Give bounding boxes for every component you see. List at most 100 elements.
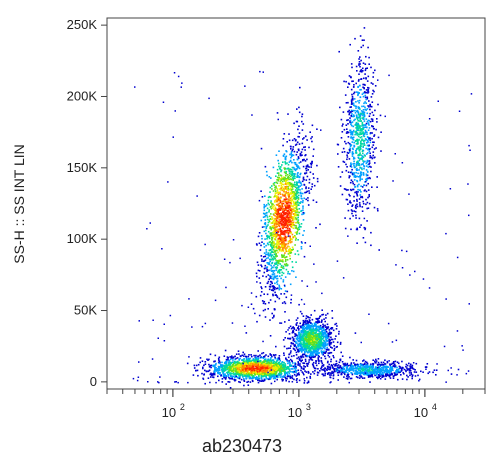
point bbox=[274, 186, 276, 189]
point bbox=[258, 277, 261, 279]
point bbox=[360, 185, 362, 187]
point bbox=[285, 174, 287, 177]
point bbox=[361, 168, 363, 171]
point bbox=[270, 268, 273, 270]
point bbox=[281, 260, 284, 262]
point bbox=[224, 369, 227, 371]
point bbox=[307, 204, 310, 206]
point bbox=[279, 188, 281, 190]
point bbox=[370, 118, 373, 120]
point bbox=[354, 210, 357, 213]
point bbox=[302, 368, 305, 370]
point bbox=[271, 216, 273, 218]
scatter-points bbox=[132, 27, 473, 389]
point bbox=[247, 384, 250, 386]
point bbox=[284, 208, 287, 210]
point bbox=[267, 355, 270, 358]
point bbox=[322, 326, 324, 328]
point bbox=[257, 369, 260, 372]
point bbox=[272, 213, 275, 215]
point bbox=[362, 83, 364, 86]
point bbox=[240, 372, 243, 375]
point bbox=[281, 180, 284, 183]
point bbox=[297, 201, 299, 203]
point bbox=[356, 126, 358, 129]
point bbox=[284, 179, 287, 181]
point bbox=[351, 101, 353, 103]
point bbox=[245, 370, 247, 372]
point bbox=[276, 369, 279, 372]
point bbox=[263, 205, 266, 208]
point bbox=[359, 56, 361, 58]
point bbox=[355, 107, 357, 109]
point bbox=[258, 367, 260, 370]
point bbox=[299, 322, 301, 325]
point bbox=[288, 133, 290, 135]
point bbox=[357, 191, 359, 193]
point bbox=[247, 362, 249, 364]
point bbox=[265, 251, 268, 253]
point bbox=[365, 203, 367, 206]
point bbox=[349, 149, 351, 152]
point bbox=[263, 372, 265, 374]
point bbox=[261, 361, 264, 363]
point bbox=[283, 367, 285, 370]
point bbox=[277, 262, 280, 264]
point bbox=[293, 122, 295, 125]
point bbox=[311, 185, 313, 188]
point bbox=[353, 164, 355, 167]
point bbox=[262, 367, 264, 370]
point bbox=[284, 195, 286, 197]
point bbox=[362, 110, 364, 113]
point bbox=[323, 340, 326, 343]
point bbox=[275, 219, 278, 222]
point bbox=[242, 359, 244, 362]
point bbox=[367, 189, 370, 191]
point bbox=[228, 363, 230, 365]
point bbox=[284, 224, 286, 226]
point bbox=[290, 203, 293, 205]
point bbox=[269, 269, 271, 272]
point bbox=[289, 237, 291, 239]
point bbox=[276, 179, 278, 181]
point bbox=[348, 201, 351, 204]
point bbox=[236, 368, 238, 370]
point bbox=[279, 368, 282, 370]
point bbox=[295, 139, 297, 141]
point bbox=[317, 319, 319, 321]
point bbox=[285, 205, 288, 207]
point bbox=[266, 218, 269, 221]
point bbox=[293, 166, 295, 169]
point bbox=[262, 363, 265, 365]
point bbox=[288, 174, 291, 176]
point bbox=[241, 368, 243, 370]
point bbox=[242, 371, 245, 374]
point bbox=[295, 143, 298, 146]
point bbox=[361, 138, 363, 140]
point bbox=[241, 366, 244, 369]
point bbox=[271, 246, 274, 249]
point bbox=[355, 150, 357, 152]
point bbox=[293, 183, 296, 186]
point bbox=[292, 217, 295, 220]
point bbox=[273, 246, 276, 249]
point bbox=[282, 200, 285, 202]
point bbox=[295, 153, 298, 156]
point bbox=[362, 113, 364, 115]
point bbox=[301, 338, 303, 340]
point bbox=[272, 377, 275, 380]
point bbox=[357, 106, 360, 108]
point bbox=[304, 351, 306, 353]
point bbox=[260, 356, 262, 358]
point bbox=[274, 300, 277, 303]
point bbox=[295, 197, 298, 200]
point bbox=[243, 365, 245, 367]
point bbox=[368, 162, 371, 164]
point bbox=[289, 255, 291, 257]
point bbox=[302, 205, 304, 207]
point bbox=[251, 359, 253, 362]
point bbox=[290, 156, 292, 159]
point bbox=[280, 202, 283, 205]
point bbox=[296, 210, 298, 212]
point bbox=[289, 185, 292, 187]
